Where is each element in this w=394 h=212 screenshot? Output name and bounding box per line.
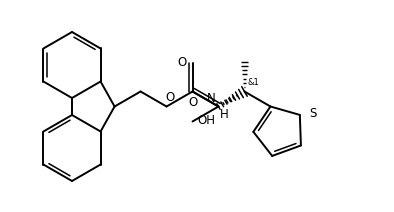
Text: O: O bbox=[177, 57, 186, 70]
Text: N: N bbox=[207, 92, 216, 106]
Text: H: H bbox=[219, 107, 228, 120]
Text: OH: OH bbox=[197, 114, 216, 127]
Text: O: O bbox=[188, 96, 197, 110]
Text: O: O bbox=[165, 91, 174, 104]
Text: &1: &1 bbox=[247, 78, 259, 87]
Text: S: S bbox=[309, 107, 316, 120]
